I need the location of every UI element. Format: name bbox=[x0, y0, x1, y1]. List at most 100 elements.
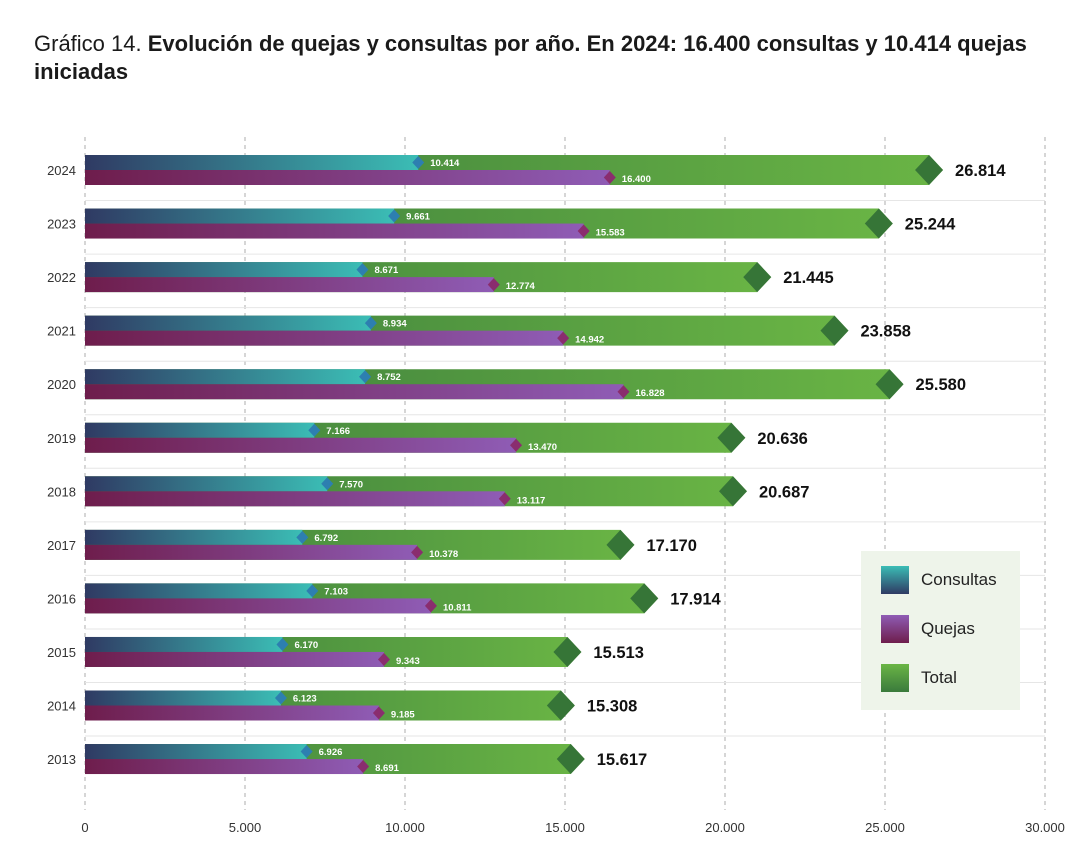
bar-consultas bbox=[85, 744, 307, 760]
data-label-quejas: 16.828 bbox=[635, 388, 664, 399]
data-label-total: 15.308 bbox=[587, 698, 637, 716]
data-label-consultas: 8.934 bbox=[383, 319, 407, 330]
marker-total bbox=[718, 476, 747, 507]
bar-consultas bbox=[85, 422, 315, 438]
y-tick-label: 2015 bbox=[47, 645, 76, 660]
x-tick-label: 10.000 bbox=[385, 820, 425, 835]
marker-quejas bbox=[411, 545, 424, 559]
bar-consultas bbox=[85, 315, 371, 331]
legend: Consultas Quejas Total bbox=[861, 551, 1020, 710]
data-label-quejas: 15.583 bbox=[596, 228, 625, 239]
bar-quejas bbox=[85, 330, 564, 346]
data-label-total: 15.513 bbox=[593, 644, 643, 662]
bar-consultas bbox=[85, 529, 303, 545]
x-tick-label: 20.000 bbox=[705, 820, 745, 835]
data-label-total: 25.580 bbox=[916, 376, 966, 394]
data-label-consultas: 6.792 bbox=[314, 533, 338, 544]
marker-total bbox=[556, 744, 585, 775]
bar-quejas bbox=[85, 651, 384, 667]
marker-quejas bbox=[377, 652, 390, 666]
bar-quejas bbox=[85, 437, 517, 453]
legend-item-quejas: Quejas bbox=[881, 615, 975, 643]
marker-quejas bbox=[603, 171, 616, 184]
marker-total bbox=[820, 315, 849, 346]
data-label-total: 17.170 bbox=[646, 537, 696, 555]
data-label-total: 17.914 bbox=[670, 590, 721, 608]
data-label-total: 25.244 bbox=[905, 216, 956, 234]
x-tick-label: 0 bbox=[81, 820, 88, 835]
chart-title-main: Evolución de quejas y consultas por año.… bbox=[34, 31, 1027, 84]
y-tick-label: 2023 bbox=[47, 217, 76, 232]
data-label-total: 23.858 bbox=[860, 323, 910, 341]
y-tick-label: 2022 bbox=[47, 270, 76, 285]
marker-total bbox=[630, 583, 659, 614]
marker-quejas bbox=[424, 599, 437, 613]
marker-quejas bbox=[498, 492, 511, 506]
marker-consultas bbox=[306, 584, 319, 598]
x-tick-label: 15.000 bbox=[545, 820, 585, 835]
legend-label-quejas: Quejas bbox=[921, 619, 975, 638]
y-tick-label: 2014 bbox=[47, 699, 76, 714]
legend-swatch-consultas bbox=[881, 566, 909, 594]
legend-swatch-quejas bbox=[881, 615, 909, 643]
legend-swatch-total bbox=[881, 664, 909, 692]
y-tick-label: 2013 bbox=[47, 752, 76, 767]
marker-consultas bbox=[321, 477, 334, 491]
data-label-consultas: 9.661 bbox=[406, 212, 430, 223]
bar-consultas bbox=[85, 636, 283, 652]
bar-quejas bbox=[85, 598, 431, 614]
y-tick-label: 2021 bbox=[47, 324, 76, 339]
data-label-quejas: 8.691 bbox=[375, 763, 399, 774]
bar-quejas bbox=[85, 384, 624, 400]
data-label-consultas: 8.752 bbox=[377, 372, 401, 383]
bar-quejas bbox=[85, 705, 379, 721]
data-label-total: 21.445 bbox=[783, 269, 833, 287]
bar-quejas bbox=[85, 170, 610, 185]
data-label-total: 15.617 bbox=[597, 751, 647, 769]
bar-quejas bbox=[85, 544, 418, 560]
marker-quejas bbox=[557, 331, 570, 345]
bar-consultas bbox=[85, 208, 395, 224]
bar-consultas bbox=[85, 262, 363, 278]
data-label-quejas: 10.378 bbox=[429, 549, 458, 560]
marker-quejas bbox=[577, 224, 590, 238]
data-label-total: 20.687 bbox=[759, 483, 809, 501]
data-label-quejas: 9.185 bbox=[391, 710, 415, 721]
bar-consultas bbox=[85, 155, 419, 170]
data-label-consultas: 10.414 bbox=[430, 158, 460, 169]
marker-total bbox=[864, 208, 893, 239]
chart-title-prefix: Gráfico 14. bbox=[34, 31, 142, 56]
marker-total bbox=[915, 155, 944, 185]
data-label-consultas: 6.123 bbox=[293, 694, 317, 705]
legend-item-consultas: Consultas bbox=[881, 566, 997, 594]
marker-quejas bbox=[372, 706, 385, 720]
data-label-consultas: 7.103 bbox=[324, 586, 348, 597]
bar-quejas bbox=[85, 277, 494, 293]
legend-item-total: Total bbox=[881, 664, 957, 692]
y-tick-label: 2019 bbox=[47, 431, 76, 446]
y-tick-label: 2024 bbox=[47, 163, 76, 178]
marker-consultas bbox=[356, 263, 369, 277]
legend-label-total: Total bbox=[921, 668, 957, 687]
data-label-quejas: 9.343 bbox=[396, 656, 420, 667]
marker-total bbox=[875, 369, 904, 400]
data-label-quejas: 16.400 bbox=[622, 174, 651, 185]
marker-consultas bbox=[308, 423, 321, 437]
marker-consultas bbox=[412, 156, 425, 169]
y-tick-label: 2016 bbox=[47, 591, 76, 606]
x-tick-label: 5.000 bbox=[229, 820, 262, 835]
marker-quejas bbox=[510, 438, 523, 452]
marker-quejas bbox=[617, 385, 630, 399]
chart-title: Gráfico 14. Evolución de quejas y consul… bbox=[34, 30, 1034, 86]
legend-label-consultas: Consultas bbox=[921, 570, 997, 589]
bar-consultas bbox=[85, 476, 328, 492]
y-tick-label: 2018 bbox=[47, 484, 76, 499]
bar-quejas bbox=[85, 491, 505, 507]
marker-consultas bbox=[274, 691, 287, 705]
data-label-quejas: 13.117 bbox=[517, 495, 546, 506]
marker-consultas bbox=[276, 637, 289, 651]
marker-quejas bbox=[487, 278, 500, 292]
x-tick-label: 30.000 bbox=[1025, 820, 1065, 835]
marker-total bbox=[553, 636, 582, 667]
